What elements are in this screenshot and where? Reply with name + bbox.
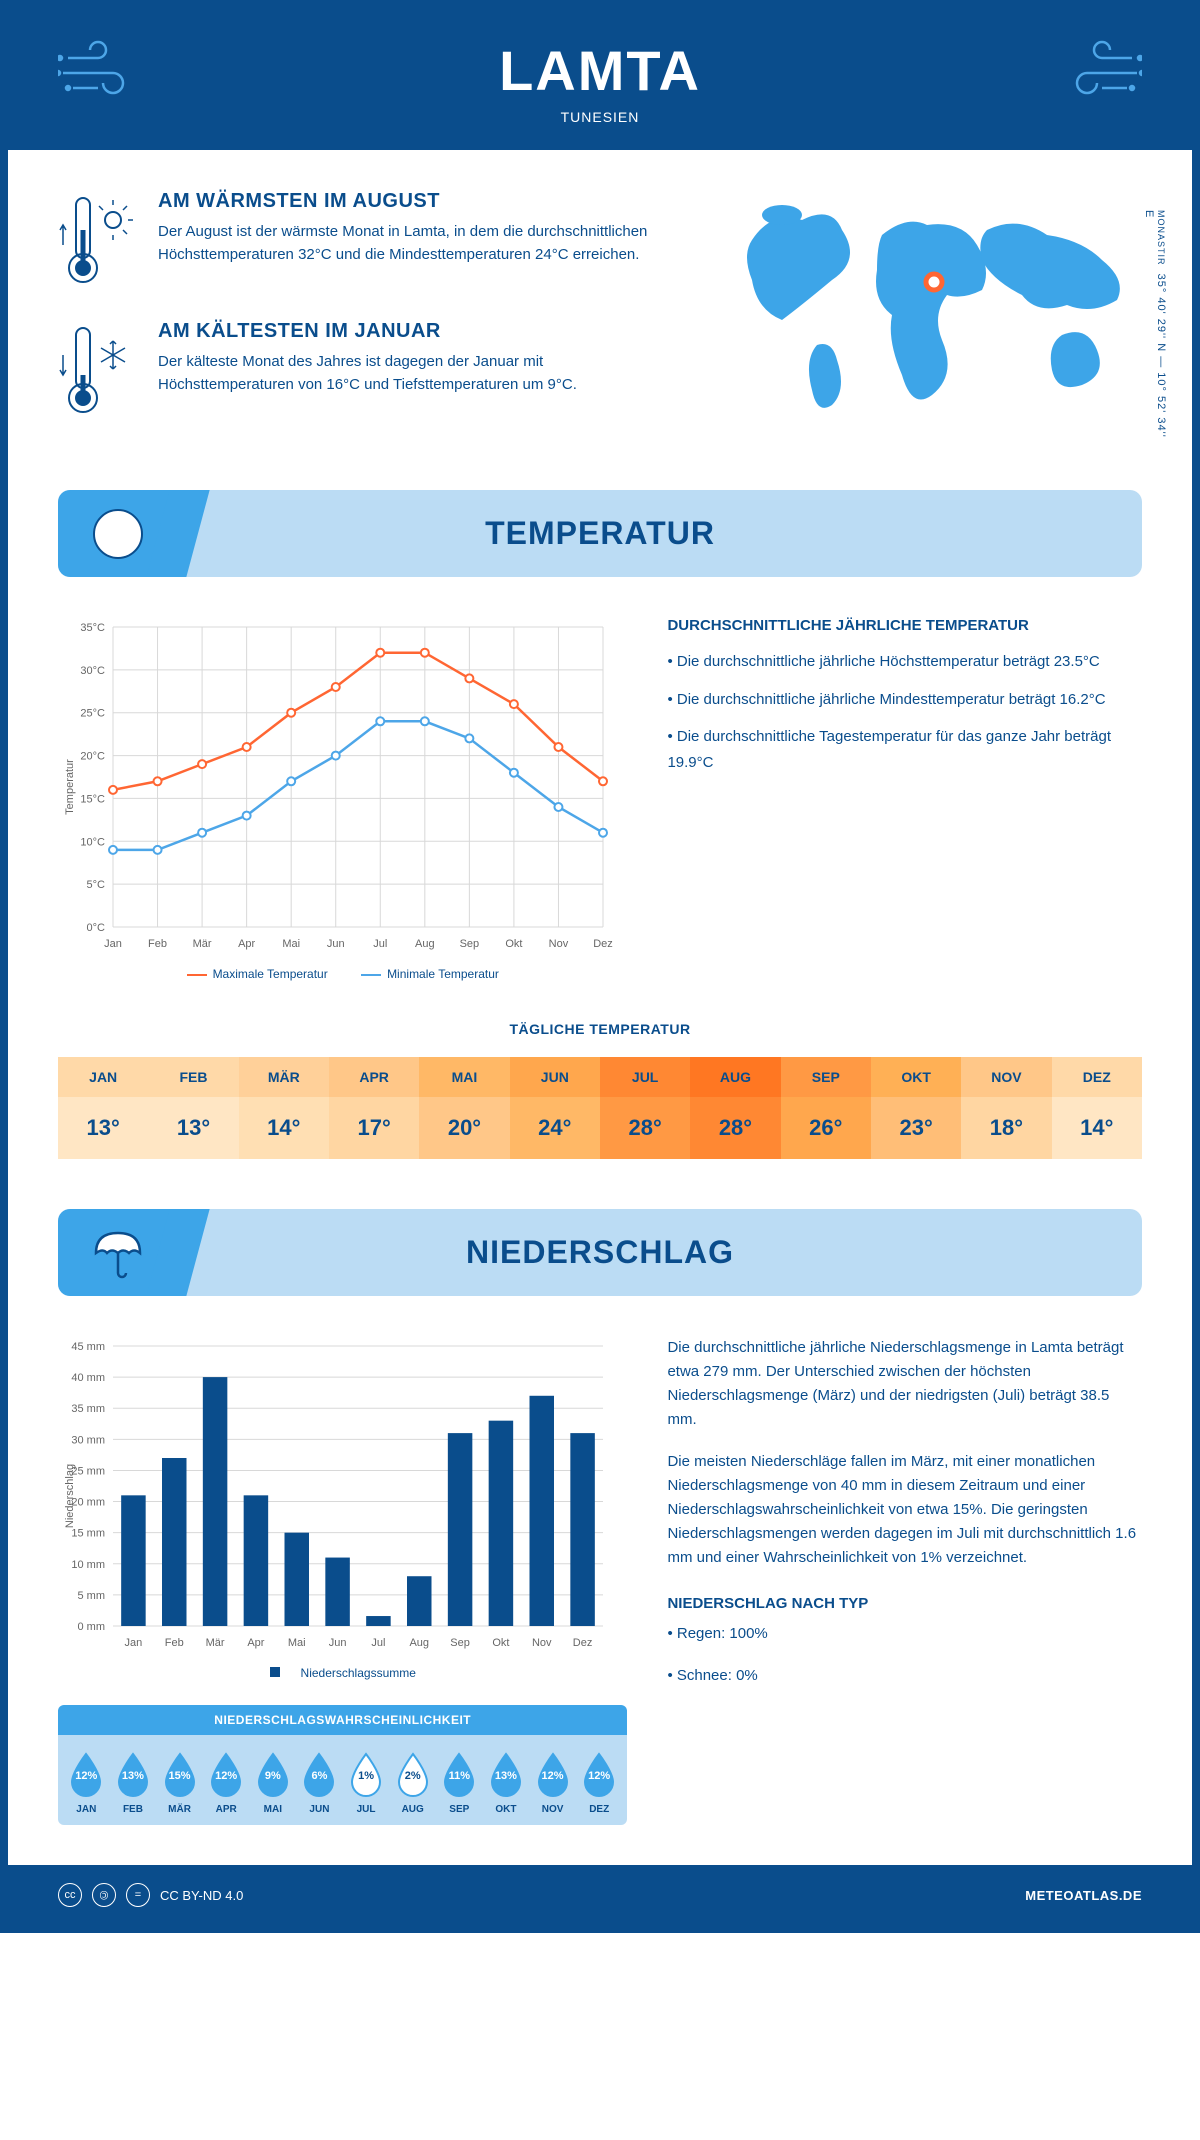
svg-text:30 mm: 30 mm bbox=[71, 1434, 105, 1446]
daily-temperature-table: TÄGLICHE TEMPERATUR JAN13°FEB13°MÄR14°AP… bbox=[58, 1021, 1142, 1159]
svg-text:Dez: Dez bbox=[573, 1637, 593, 1649]
svg-text:10 mm: 10 mm bbox=[71, 1559, 105, 1571]
world-map: MONASTIR 35° 40' 29'' N — 10° 52' 34'' E bbox=[722, 190, 1142, 450]
svg-text:Jul: Jul bbox=[373, 938, 387, 950]
warmest-title: AM WÄRMSTEN IM AUGUST bbox=[158, 190, 682, 213]
thermometer-cold-icon bbox=[58, 320, 138, 420]
umbrella-icon bbox=[58, 1209, 178, 1296]
site-name: METEOATLAS.DE bbox=[1025, 1888, 1142, 1903]
temperature-line-chart: 0°C 5°C 10°C 15°C 20°C 25°C 30°C 35°C Jan Feb Mär A… bbox=[58, 617, 627, 981]
location-title: LAMTA bbox=[8, 38, 1192, 103]
svg-text:25°C: 25°C bbox=[80, 708, 105, 720]
svg-text:20 mm: 20 mm bbox=[71, 1497, 105, 1509]
svg-text:Feb: Feb bbox=[148, 938, 167, 950]
page-header: LAMTA TUNESIEN bbox=[8, 8, 1192, 150]
footer: cc 🄯 = CC BY-ND 4.0 METEOATLAS.DE bbox=[8, 1865, 1192, 1925]
svg-text:Jul: Jul bbox=[371, 1637, 385, 1649]
svg-text:Niederschlag: Niederschlag bbox=[64, 1464, 76, 1528]
svg-text:Sep: Sep bbox=[450, 1637, 470, 1649]
svg-text:0 mm: 0 mm bbox=[78, 1621, 106, 1633]
svg-text:Okt: Okt bbox=[492, 1637, 509, 1649]
svg-text:Mär: Mär bbox=[206, 1637, 225, 1649]
nd-icon: = bbox=[126, 1883, 150, 1907]
precipitation-probability: NIEDERSCHLAGSWAHRSCHEINLICHKEIT 12%JAN13… bbox=[58, 1705, 627, 1825]
cc-icon: cc bbox=[58, 1883, 82, 1907]
coldest-title: AM KÄLTESTEN IM JANUAR bbox=[158, 320, 682, 343]
by-icon: 🄯 bbox=[92, 1883, 116, 1907]
wind-icon bbox=[1052, 38, 1142, 108]
svg-text:0°C: 0°C bbox=[87, 922, 106, 934]
svg-text:Mär: Mär bbox=[193, 938, 212, 950]
temperature-info: DURCHSCHNITTLICHE JÄHRLICHE TEMPERATUR •… bbox=[667, 617, 1142, 981]
sun-icon bbox=[58, 490, 178, 577]
svg-text:Temperatur: Temperatur bbox=[64, 759, 76, 815]
svg-text:5 mm: 5 mm bbox=[78, 1590, 106, 1602]
svg-text:Mai: Mai bbox=[288, 1637, 306, 1649]
section-title: NIEDERSCHLAG bbox=[58, 1234, 1142, 1271]
svg-text:10°C: 10°C bbox=[80, 836, 105, 848]
svg-text:Jan: Jan bbox=[125, 1637, 143, 1649]
svg-text:15 mm: 15 mm bbox=[71, 1528, 105, 1540]
svg-text:Apr: Apr bbox=[238, 938, 255, 950]
warmest-block: AM WÄRMSTEN IM AUGUST Der August ist der… bbox=[58, 190, 682, 290]
svg-text:Nov: Nov bbox=[549, 938, 569, 950]
section-title: TEMPERATUR bbox=[58, 515, 1142, 552]
svg-text:Aug: Aug bbox=[409, 1637, 429, 1649]
chart-legend: Niederschlagssumme bbox=[58, 1666, 627, 1680]
svg-text:35 mm: 35 mm bbox=[71, 1403, 105, 1415]
thermometer-hot-icon bbox=[58, 190, 138, 290]
warmest-text: Der August ist der wärmste Monat in Lamt… bbox=[158, 221, 682, 266]
svg-text:Sep: Sep bbox=[460, 938, 480, 950]
svg-text:40 mm: 40 mm bbox=[71, 1372, 105, 1384]
coldest-text: Der kälteste Monat des Jahres ist dagege… bbox=[158, 351, 682, 396]
svg-text:25 mm: 25 mm bbox=[71, 1465, 105, 1477]
svg-text:Dez: Dez bbox=[593, 938, 613, 950]
coldest-block: AM KÄLTESTEN IM JANUAR Der kälteste Mona… bbox=[58, 320, 682, 420]
svg-text:5°C: 5°C bbox=[87, 879, 106, 891]
svg-text:Apr: Apr bbox=[247, 1637, 264, 1649]
svg-text:Okt: Okt bbox=[505, 938, 522, 950]
svg-text:Feb: Feb bbox=[165, 1637, 184, 1649]
svg-text:45 mm: 45 mm bbox=[71, 1341, 105, 1353]
precipitation-bar-chart: 0 mm 5 mm 10 mm 15 mm 20 mm 25 mm 30 mm 35 mm 40… bbox=[58, 1336, 627, 1680]
license-text: CC BY-ND 4.0 bbox=[160, 1888, 243, 1903]
svg-text:20°C: 20°C bbox=[80, 751, 105, 763]
svg-text:Aug: Aug bbox=[415, 938, 435, 950]
svg-text:35°C: 35°C bbox=[80, 622, 105, 634]
svg-text:Mai: Mai bbox=[282, 938, 300, 950]
svg-text:Jan: Jan bbox=[104, 938, 122, 950]
temperature-section-header: TEMPERATUR bbox=[58, 490, 1142, 577]
coordinates: MONASTIR 35° 40' 29'' N — 10° 52' 34'' E bbox=[1143, 210, 1167, 450]
chart-legend: Maximale Temperatur Minimale Temperatur bbox=[58, 967, 627, 981]
svg-text:Nov: Nov bbox=[532, 1637, 552, 1649]
svg-text:Jun: Jun bbox=[329, 1637, 347, 1649]
precipitation-section-header: NIEDERSCHLAG bbox=[58, 1209, 1142, 1296]
svg-text:15°C: 15°C bbox=[80, 793, 105, 805]
svg-text:Jun: Jun bbox=[327, 938, 345, 950]
wind-icon bbox=[58, 38, 148, 108]
location-subtitle: TUNESIEN bbox=[8, 109, 1192, 125]
precipitation-info: Die durchschnittliche jährliche Niedersc… bbox=[667, 1336, 1142, 1825]
svg-text:30°C: 30°C bbox=[80, 665, 105, 677]
